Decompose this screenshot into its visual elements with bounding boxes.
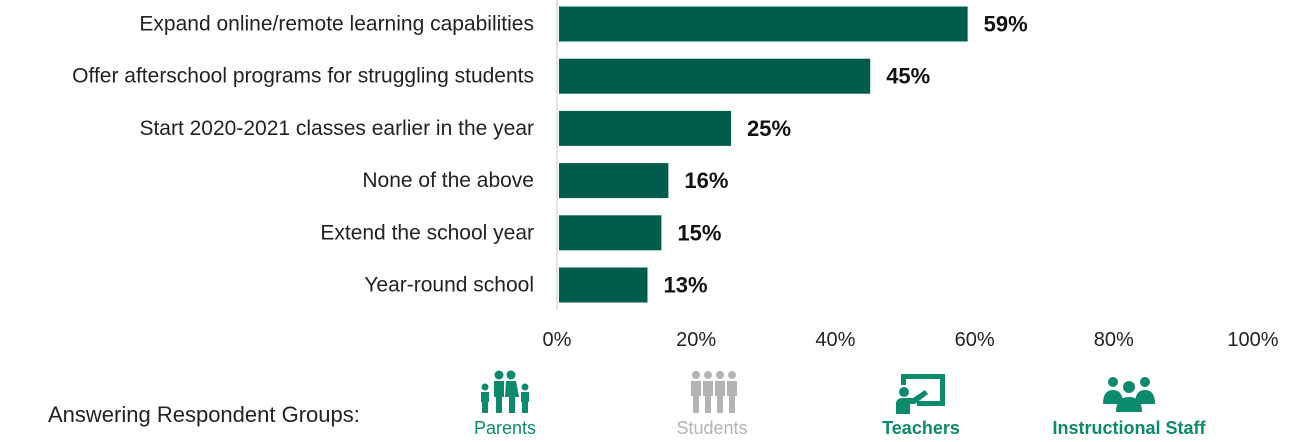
respondent-group-label: Teachers [882,418,960,438]
value-label: 15% [677,220,721,245]
x-tick-label: 40% [815,329,855,351]
category-label: Offer afterschool programs for strugglin… [72,65,534,88]
respondent-groups: Answering Respondent Groups: Parents Stu… [0,368,1303,442]
x-tick-label: 80% [1094,329,1134,351]
respondent-group-label: Instructional Staff [1052,418,1206,438]
x-tick-label: 20% [676,329,716,351]
students-icon [691,371,737,413]
bars-layer: Expand online/remote learning capabiliti… [72,6,1028,303]
value-label: 13% [663,273,707,298]
staff-group-icon [1103,377,1155,412]
category-label: Expand online/remote learning capabiliti… [139,13,534,36]
bar [559,110,731,146]
respondent-groups-title: Answering Respondent Groups: [48,402,360,427]
x-tick-label: 60% [955,329,995,351]
bar [559,163,669,199]
bar-chart: Expand online/remote learning capabiliti… [72,0,1279,351]
bar [559,6,968,42]
bar [559,267,648,303]
x-tick-label: 0% [543,329,572,351]
respondent-group-students: Students [627,370,797,442]
respondent-group-label: Parents [473,418,537,438]
category-label: Extend the school year [320,221,534,244]
respondent-group-instructional-staff: Instructional Staff [1044,370,1214,442]
value-label: 25% [747,116,791,141]
value-label: 59% [984,12,1028,37]
family-icon [481,370,529,413]
category-label: Year-round school [364,274,534,297]
respondent-group-label: Students [676,418,748,438]
teacher-icon [896,374,945,414]
value-label: 16% [684,168,728,193]
respondent-group-parents: Parents [420,370,590,442]
bar [559,58,871,94]
category-label: Start 2020-2021 classes earlier in the y… [139,117,534,140]
x-tick-label: 100% [1227,329,1278,351]
bar [559,215,662,251]
respondent-group-teachers: Teachers [836,370,1006,442]
value-label: 45% [886,64,930,89]
category-label: None of the above [362,169,534,192]
